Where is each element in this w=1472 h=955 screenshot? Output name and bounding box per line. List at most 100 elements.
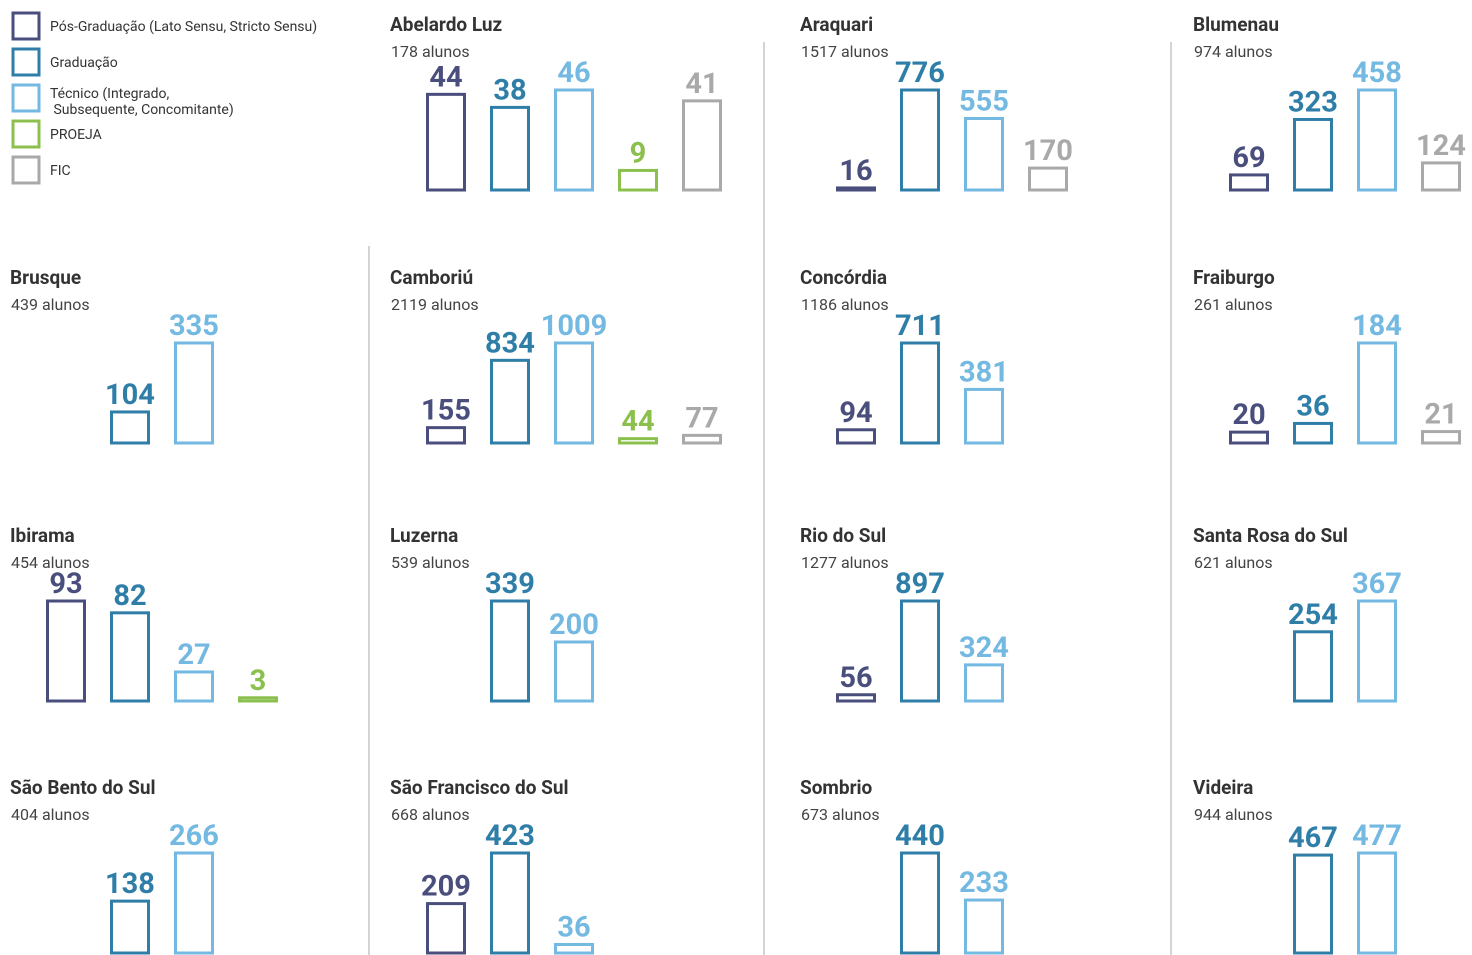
- legend-label: PROEJA: [50, 127, 102, 143]
- value-label: 335: [169, 309, 219, 343]
- bar: [554, 88, 594, 192]
- value-label: 27: [177, 638, 210, 672]
- value-label: 184: [1352, 309, 1402, 343]
- panel-subtitle: 178 alunos: [391, 42, 470, 61]
- panel-subtitle: 539 alunos: [391, 553, 470, 572]
- value-label: 834: [485, 326, 535, 360]
- value-label: 367: [1352, 567, 1402, 601]
- bar: [490, 851, 530, 955]
- panel-title: Camboriú: [390, 266, 473, 289]
- bar: [618, 168, 658, 192]
- value-label: 69: [1232, 141, 1265, 175]
- value-label: 555: [959, 84, 1009, 118]
- bar: [682, 433, 722, 445]
- legend-label: FIC: [50, 163, 71, 179]
- value-label: 381: [959, 355, 1009, 389]
- bar: [554, 942, 594, 955]
- value-label: 266: [169, 819, 219, 853]
- bar: [1293, 117, 1333, 192]
- panel-subtitle: 1517 alunos: [801, 42, 889, 61]
- value-label: 423: [485, 819, 535, 853]
- bar: [836, 693, 876, 703]
- bar: [900, 88, 940, 192]
- value-label: 233: [959, 866, 1009, 900]
- value-label: 44: [429, 60, 462, 94]
- panel-subtitle: 404 alunos: [11, 805, 90, 824]
- bar: [1421, 430, 1461, 445]
- value-label: 170: [1023, 134, 1073, 168]
- value-label: 46: [557, 56, 590, 90]
- legend-swatch: [11, 119, 41, 149]
- panel-title: Brusque: [10, 266, 81, 289]
- bar: [110, 899, 150, 955]
- value-label: 897: [895, 567, 945, 601]
- value-label: 324: [959, 631, 1009, 665]
- value-label: 254: [1288, 598, 1338, 632]
- value-label: 440: [895, 819, 945, 853]
- bar: [554, 640, 594, 703]
- value-label: 104: [105, 378, 155, 412]
- bar: [1293, 853, 1333, 955]
- bar: [554, 341, 594, 445]
- bar: [1421, 161, 1461, 192]
- bar: [110, 410, 150, 445]
- bar: [490, 105, 530, 192]
- value-label: 1009: [541, 309, 608, 343]
- panel-title: Abelardo Luz: [390, 13, 503, 36]
- bar: [110, 611, 150, 703]
- legend-swatch: [11, 47, 41, 77]
- bar: [618, 437, 658, 445]
- bar: [174, 670, 214, 703]
- panel-subtitle: 673 alunos: [801, 805, 880, 824]
- value-label: 155: [421, 394, 471, 428]
- panel-title: São Francisco do Sul: [390, 776, 569, 799]
- bar: [836, 186, 876, 192]
- legend-label: Técnico (Integrado, Subsequente, Concomi…: [50, 86, 234, 118]
- value-label: 124: [1416, 129, 1466, 163]
- bar: [682, 99, 722, 192]
- value-label: 467: [1288, 821, 1338, 855]
- panel-subtitle: 974 alunos: [1194, 42, 1273, 61]
- panel-title: Araquari: [800, 13, 873, 36]
- bar: [964, 898, 1004, 955]
- panel-title: Videira: [1193, 776, 1253, 799]
- bar: [1293, 421, 1333, 445]
- value-label: 44: [621, 405, 654, 439]
- bar: [1293, 630, 1333, 703]
- legend-label: Pós-Graduação (Lato Sensu, Stricto Sensu…: [50, 19, 317, 35]
- panel-title: Santa Rosa do Sul: [1193, 524, 1348, 547]
- bar: [900, 599, 940, 703]
- value-label: 458: [1352, 56, 1402, 90]
- panel-title: Ibirama: [10, 524, 75, 547]
- bar: [174, 851, 214, 955]
- bar: [964, 663, 1004, 703]
- panel-subtitle: 1186 alunos: [801, 295, 889, 314]
- panel-subtitle: 454 alunos: [11, 553, 90, 572]
- value-label: 16: [839, 154, 872, 188]
- bar: [1357, 341, 1397, 445]
- value-label: 94: [839, 396, 872, 430]
- panel-title: São Bento do Sul: [10, 776, 156, 799]
- panel-subtitle: 1277 alunos: [801, 553, 889, 572]
- value-label: 9: [630, 136, 647, 170]
- panel-title: Fraiburgo: [1193, 266, 1275, 289]
- bar: [1229, 430, 1269, 445]
- value-label: 36: [1296, 389, 1329, 423]
- bar: [238, 696, 278, 703]
- value-label: 200: [549, 608, 599, 642]
- bar: [174, 341, 214, 445]
- value-label: 776: [895, 56, 945, 90]
- value-label: 477: [1352, 819, 1402, 853]
- bar: [1028, 166, 1068, 192]
- bar: [46, 599, 86, 703]
- bar: [964, 387, 1004, 445]
- legend-label: Graduação: [50, 55, 118, 71]
- value-label: 82: [113, 579, 146, 613]
- bar: [1357, 88, 1397, 192]
- bar: [1229, 173, 1269, 192]
- value-label: 56: [839, 661, 872, 695]
- bar: [490, 599, 530, 703]
- bar: [426, 902, 466, 955]
- bar: [490, 358, 530, 445]
